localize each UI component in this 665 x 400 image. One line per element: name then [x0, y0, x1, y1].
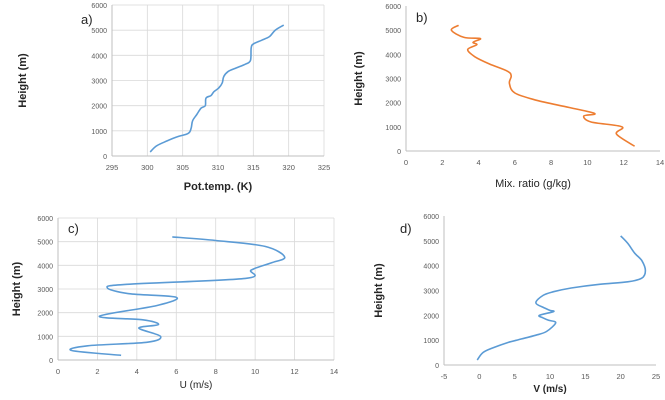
y-tick-label: 5000 [37, 240, 53, 247]
x-tick-label: 300 [141, 163, 154, 172]
x-axis-label: U (m/s) [180, 380, 213, 391]
y-tick-label: 1000 [385, 125, 401, 132]
y-tick-label: 3000 [423, 289, 439, 296]
y-tick-label: 4000 [385, 52, 401, 59]
y-tick-label: 0 [49, 358, 53, 365]
x-tick-label: 325 [318, 163, 331, 172]
x-axis-label: V (m/s) [533, 384, 566, 395]
y-axis-label: Height (m) [373, 263, 385, 318]
x-tick-label: 4 [135, 367, 139, 376]
y-tick-label: 1000 [37, 334, 53, 341]
y-tick-label: 1000 [91, 129, 107, 136]
x-tick-label: 0 [56, 367, 60, 376]
y-tick-label: 5000 [385, 28, 401, 35]
y-tick-label: 0 [397, 149, 401, 156]
y-tick-label: 5000 [423, 239, 439, 246]
x-tick-label: 15 [581, 372, 589, 381]
y-axis-label: Height (m) [17, 53, 29, 108]
x-tick-label: 12 [620, 158, 628, 167]
x-tick-label: 6 [174, 367, 178, 376]
x-axis-label: Pot.temp. (K) [184, 181, 253, 193]
panel-c-chart: 0 1000 2000 3000 4000 5000 6000 0 2 4 6 8 10 12 14 c) U … [11, 216, 338, 391]
panel-a-chart: 0 1000 2000 3000 4000 5000 6000 295 300 305 310 315… [17, 3, 330, 193]
y-tick-label: 3000 [91, 79, 107, 86]
x-tick-label: -5 [441, 372, 448, 381]
y-axis-label: Height (m) [353, 51, 365, 106]
y-tick-label: 0 [103, 154, 107, 161]
x-tick-label: 2 [95, 367, 99, 376]
panel-label: b) [416, 10, 428, 25]
y-tick-label: 0 [435, 363, 439, 370]
panel-b-chart: 0 1000 2000 3000 4000 5000 6000 0 2 4 6 8 10 12 14 b) Mi… [353, 4, 664, 190]
y-tick-label: 2000 [91, 104, 107, 111]
x-tick-label: 2 [440, 158, 444, 167]
x-tick-label: 8 [214, 367, 218, 376]
panel-label: d) [400, 221, 412, 236]
panel-label: c) [68, 221, 79, 236]
x-tick-label: 310 [212, 163, 225, 172]
x-tick-label: 4 [476, 158, 480, 167]
x-tick-label: 10 [583, 158, 591, 167]
series-line [476, 235, 647, 361]
x-tick-label: 25 [652, 372, 660, 381]
x-tick-label: 5 [513, 372, 517, 381]
x-tick-label: 315 [247, 163, 260, 172]
x-tick-label: 14 [330, 367, 338, 376]
x-tick-label: 0 [477, 372, 481, 381]
y-tick-label: 3000 [385, 77, 401, 84]
x-tick-label: 0 [404, 158, 408, 167]
y-tick-label: 3000 [37, 287, 53, 294]
y-tick-label: 6000 [91, 3, 107, 10]
x-axis-label: Mix. ratio (g/kg) [495, 178, 571, 190]
panel-label: a) [81, 12, 93, 27]
y-axis-label: Height (m) [11, 261, 23, 316]
x-tick-label: 14 [656, 158, 664, 167]
series-line [149, 24, 285, 153]
x-tick-label: 295 [106, 163, 119, 172]
y-tick-label: 4000 [37, 263, 53, 270]
x-tick-label: 305 [176, 163, 189, 172]
y-tick-label: 5000 [91, 28, 107, 35]
x-tick-label: 12 [290, 367, 298, 376]
y-tick-label: 6000 [385, 4, 401, 11]
x-tick-label: 6 [513, 158, 517, 167]
x-tick-label: 10 [546, 372, 554, 381]
y-tick-label: 1000 [423, 338, 439, 345]
x-tick-label: 8 [549, 158, 553, 167]
y-tick-label: 6000 [423, 214, 439, 221]
x-tick-label: 10 [251, 367, 259, 376]
y-tick-label: 2000 [385, 101, 401, 108]
y-tick-label: 4000 [91, 53, 107, 60]
y-tick-label: 4000 [423, 264, 439, 271]
series-line [450, 24, 636, 147]
y-tick-label: 2000 [37, 311, 53, 318]
series-line [69, 236, 286, 357]
y-tick-label: 2000 [423, 313, 439, 320]
x-tick-label: 20 [616, 372, 624, 381]
x-tick-label: 320 [282, 163, 295, 172]
y-tick-label: 6000 [37, 216, 53, 223]
